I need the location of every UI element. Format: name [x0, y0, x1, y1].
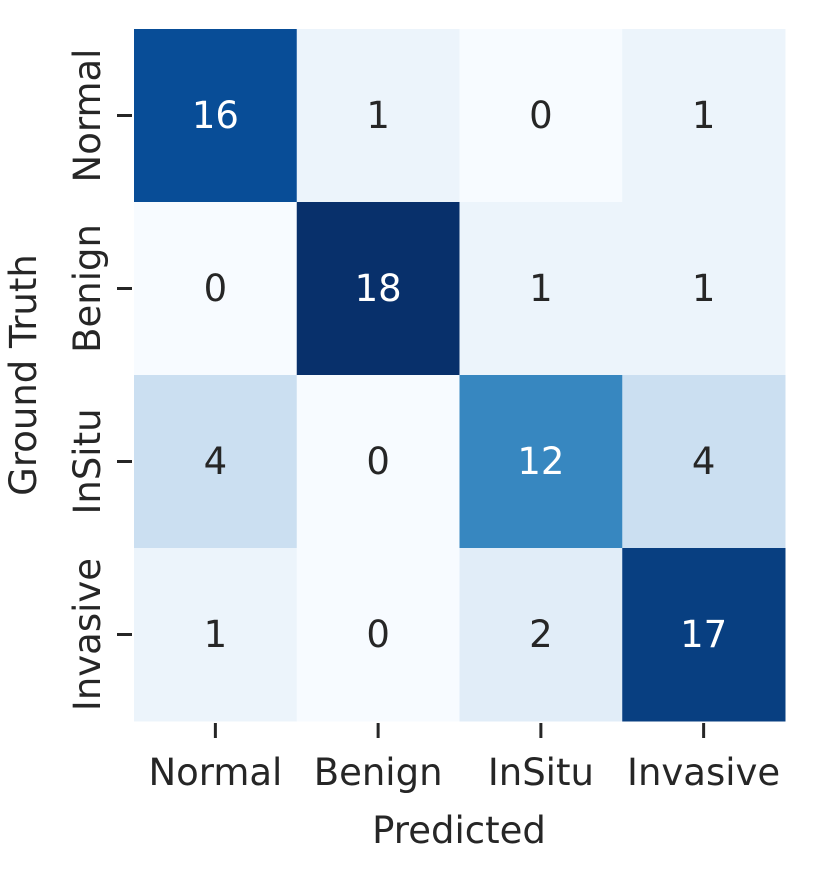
y-tick-label: Benign [66, 224, 109, 353]
x-tick-label: Invasive [627, 751, 780, 794]
y-tick-label: Normal [66, 49, 109, 183]
cell-value-label: 4 [692, 440, 716, 483]
cell-value-label: 0 [529, 94, 553, 137]
heatmap-cell [134, 29, 298, 203]
heatmap-cell [134, 548, 298, 722]
y-tick-label: InSitu [66, 408, 109, 514]
heatmap-cell [459, 29, 623, 203]
cell-value-label: 16 [192, 94, 239, 137]
heatmap-cell [459, 548, 623, 722]
heatmap-cell [134, 202, 298, 376]
heatmap-cell [459, 202, 623, 376]
y-tick-label: Invasive [66, 558, 109, 711]
cell-value-label: 2 [529, 613, 553, 656]
cell-value-label: 18 [355, 267, 402, 310]
y-axis-label: Ground Truth [2, 254, 45, 496]
x-tick-label: Normal [148, 751, 282, 794]
cell-value-label: 1 [204, 613, 228, 656]
cell-value-label: 0 [366, 440, 390, 483]
heatmap-cell [296, 375, 460, 549]
y-axis-ticks: Normal Benign InSitu Invasive [66, 49, 132, 711]
heatmap-cell [622, 29, 786, 203]
heatmap-cell [622, 375, 786, 549]
heatmap-cells: 16 1 0 10 18 1 14 0 12 41 0 2 17 [134, 29, 786, 722]
heatmap-cell [134, 375, 298, 549]
cell-value-label: 17 [680, 613, 727, 656]
cell-value-label: 1 [366, 94, 390, 137]
heatmap-cell [296, 548, 460, 722]
cell-value-label: 12 [517, 440, 564, 483]
x-tick-label: Benign [314, 751, 443, 794]
heatmap-cell [622, 548, 786, 722]
heatmap-cell [622, 202, 786, 376]
cell-value-label: 1 [692, 267, 716, 310]
x-tick-label: InSitu [488, 751, 594, 794]
cell-value-label: 1 [692, 94, 716, 137]
cell-value-label: 0 [204, 267, 228, 310]
cell-value-label: 4 [204, 440, 228, 483]
x-axis-ticks: Normal Benign InSitu Invasive [148, 723, 780, 794]
heatmap-cell [296, 29, 460, 203]
cell-value-label: 1 [529, 267, 553, 310]
cell-value-label: 0 [366, 613, 390, 656]
heatmap-cell [459, 375, 623, 549]
heatmap-cell [296, 202, 460, 376]
x-axis-label: Predicted [372, 809, 546, 852]
